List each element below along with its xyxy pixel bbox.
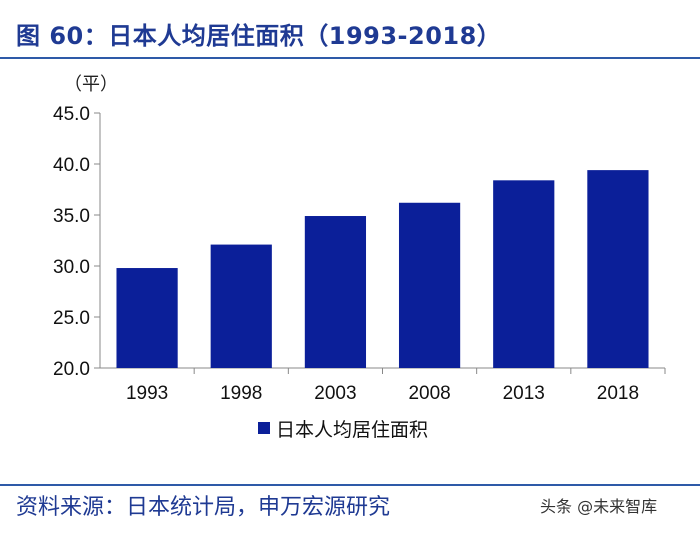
chart-container: （平） 20.0 25.0 30.0 35.0 40.0 45.0 1993 1998 2003 2… <box>0 60 700 480</box>
watermark: 头条 @未来智库 <box>540 497 658 516</box>
y-tick-label: 25.0 <box>53 308 90 329</box>
x-tick-label: 2003 <box>314 383 356 404</box>
legend-label: 日本人均居住面积 <box>276 419 428 441</box>
bar <box>210 244 272 368</box>
y-tick-label: 30.0 <box>53 257 90 278</box>
bar <box>116 268 178 368</box>
y-tick-label: 45.0 <box>53 104 90 125</box>
y-tick-label: 20.0 <box>53 359 90 380</box>
x-tick-label: 1993 <box>126 383 168 404</box>
x-tick-label: 2013 <box>503 383 545 404</box>
bar <box>587 170 649 368</box>
bar <box>493 180 555 368</box>
x-tick-label: 1998 <box>220 383 262 404</box>
figure-title: 图 60：日本人均居住面积（1993-2018） <box>16 22 502 50</box>
y-tick-label: 35.0 <box>53 206 90 227</box>
source-note: 资料来源：日本统计局，申万宏源研究 <box>16 495 391 520</box>
legend-swatch <box>258 422 270 434</box>
source-divider <box>0 484 700 486</box>
bar <box>398 202 461 368</box>
x-tick-label: 2018 <box>597 383 639 404</box>
bar-chart: （平） 20.0 25.0 30.0 35.0 40.0 45.0 1993 1998 2003 2… <box>53 74 666 441</box>
x-tick-label: 2008 <box>408 383 450 404</box>
y-axis-unit-label: （平） <box>64 74 118 94</box>
y-tick-label: 40.0 <box>53 155 90 176</box>
bar <box>304 216 367 368</box>
title-divider <box>0 57 700 59</box>
